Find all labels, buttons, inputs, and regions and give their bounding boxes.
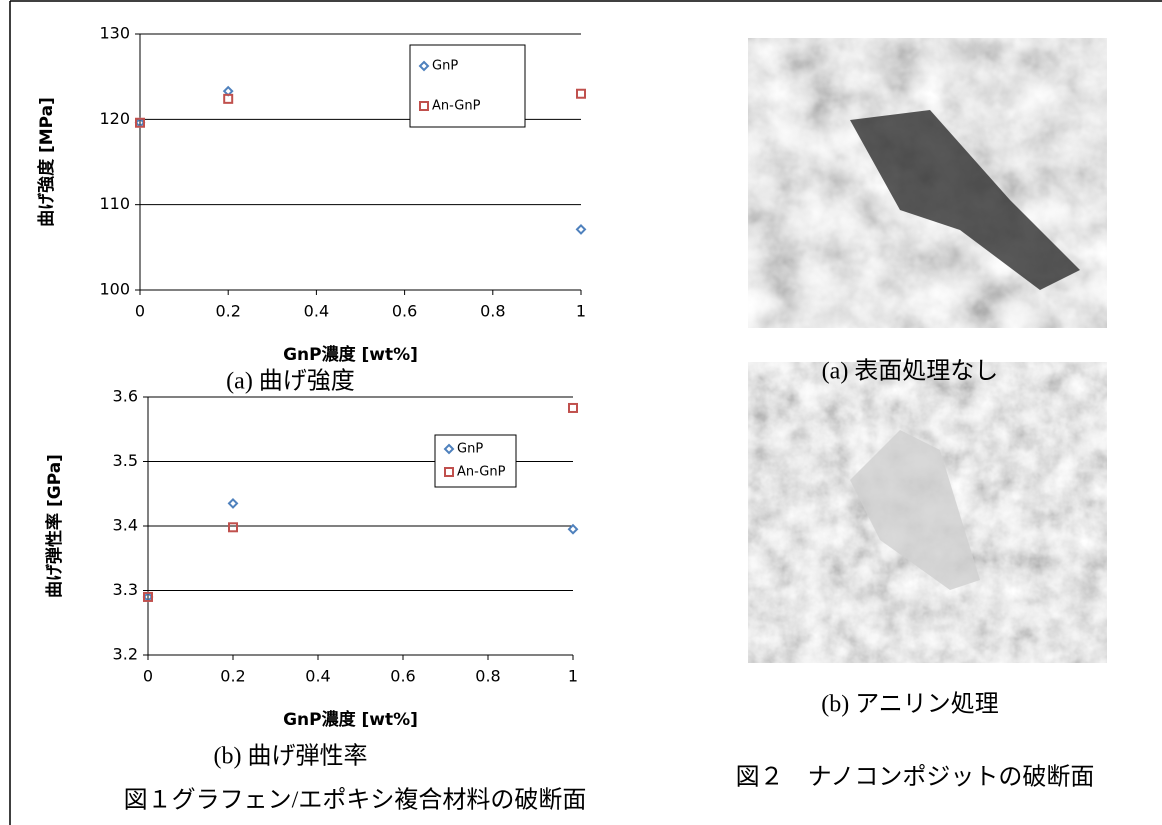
- x-tick-label: 0.4: [304, 302, 329, 321]
- x-tick-label: 0.2: [220, 667, 245, 686]
- y-tick-label: 3.4: [113, 516, 138, 535]
- x-tick-label: 0: [143, 667, 153, 686]
- y-tick-label: 3.5: [113, 451, 138, 470]
- y-tick-label: 3.6: [113, 387, 138, 406]
- page: (a) 表面処理なし (b) アニリン処理 図２ ナノコンポジットの破断面 図１…: [0, 0, 1162, 825]
- point: [569, 404, 577, 412]
- legend-box: [410, 45, 525, 127]
- x-tick-label: 0.6: [390, 667, 415, 686]
- x-tick-label: 0: [135, 302, 145, 321]
- x-axis-label: GnP濃度 [wt%]: [283, 344, 418, 365]
- x-tick-label: 0.8: [475, 667, 500, 686]
- figure-caption: 図１グラフェン/エポキシ複合材料の破断面: [124, 787, 587, 814]
- x-tick-label: 0.2: [215, 302, 240, 321]
- point: [577, 90, 585, 98]
- x-tick-label: 0.8: [480, 302, 505, 321]
- point: [229, 499, 237, 507]
- chart-caption: (b) 曲げ弾性率: [214, 743, 368, 770]
- figure-caption: 図２ ナノコンポジットの破断面: [736, 764, 1095, 791]
- x-tick-label: 0.6: [392, 302, 417, 321]
- y-tick-label: 3.3: [113, 580, 138, 599]
- y-tick-label: 100: [99, 280, 130, 299]
- y-axis-label: 曲げ弾性率 [GPa]: [44, 454, 65, 598]
- point: [577, 225, 585, 233]
- y-tick-label: 3.2: [113, 645, 138, 664]
- y-tick-label: 110: [99, 194, 130, 213]
- chart-caption: (a) 曲げ強度: [226, 368, 355, 395]
- point: [229, 523, 237, 531]
- legend-label: An-GnP: [432, 99, 481, 114]
- legend-label: GnP: [457, 442, 483, 457]
- y-tick-label: 130: [99, 24, 130, 43]
- legend-label: GnP: [432, 59, 458, 74]
- y-axis-label: 曲げ強度 [MPa]: [36, 97, 57, 227]
- image-caption: (b) アニリン処理: [821, 691, 999, 718]
- x-tick-label: 1: [576, 302, 586, 321]
- legend-label: An-GnP: [457, 465, 506, 480]
- x-axis-label: GnP濃度 [wt%]: [283, 709, 418, 730]
- y-tick-label: 120: [99, 109, 130, 128]
- x-tick-label: 0.4: [305, 667, 330, 686]
- image-caption: (a) 表面処理なし: [822, 358, 999, 385]
- x-tick-label: 1: [568, 667, 578, 686]
